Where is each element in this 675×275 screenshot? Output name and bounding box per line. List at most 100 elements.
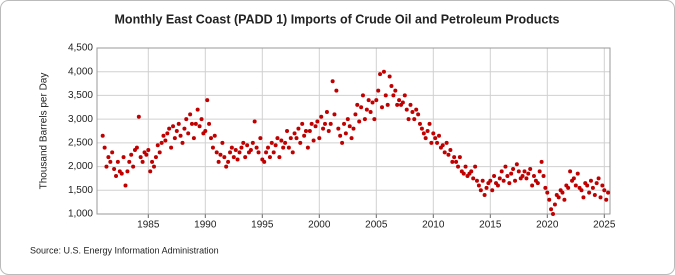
data-point [594, 181, 599, 186]
data-point [499, 169, 504, 174]
y-tick-label: 2,000 [68, 161, 93, 172]
data-point [421, 131, 426, 136]
y-tick-label: 2,500 [68, 137, 93, 148]
data-point [461, 171, 466, 176]
data-point [252, 119, 257, 124]
y-axis-title: Thousand Barrels per Day [39, 73, 50, 190]
data-point [273, 143, 278, 148]
data-point [171, 124, 176, 129]
x-tick-label: 2010 [422, 220, 445, 231]
data-point [497, 176, 502, 181]
data-point [167, 126, 172, 131]
data-point [298, 140, 303, 145]
data-point [359, 105, 364, 110]
x-tick-label: 2025 [593, 220, 616, 231]
y-tick-label: 1,000 [68, 209, 93, 220]
data-point [165, 131, 170, 136]
data-point [328, 121, 333, 126]
data-point [226, 159, 231, 164]
data-point [509, 171, 514, 176]
data-point [231, 155, 236, 160]
data-point [417, 121, 422, 126]
data-point [125, 169, 130, 174]
data-point [277, 155, 282, 160]
data-point [412, 117, 417, 122]
data-point [281, 145, 286, 150]
data-point [146, 147, 151, 152]
data-point [256, 150, 261, 155]
data-point [338, 133, 343, 138]
data-point [294, 136, 299, 141]
data-point [216, 159, 221, 164]
data-point [343, 131, 348, 136]
data-point [575, 171, 580, 176]
data-point [302, 133, 307, 138]
data-point [237, 150, 242, 155]
data-point [121, 155, 126, 160]
data-point [513, 178, 518, 183]
data-point [203, 129, 208, 133]
data-point [186, 131, 191, 136]
data-point [535, 181, 540, 186]
data-point [353, 112, 358, 117]
data-point [484, 185, 489, 190]
data-point [307, 129, 312, 133]
data-point [592, 193, 597, 198]
data-point [400, 100, 405, 105]
data-point [507, 181, 512, 186]
data-point [454, 159, 459, 164]
data-point [442, 150, 447, 155]
data-point [552, 202, 557, 207]
data-point [585, 183, 590, 188]
data-point [549, 207, 554, 212]
data-point [180, 140, 185, 145]
data-point [596, 176, 601, 181]
data-point [602, 188, 607, 193]
y-tick-label: 4,500 [68, 43, 93, 54]
plot-frame [96, 47, 611, 215]
data-point [292, 131, 297, 136]
data-point [286, 145, 291, 150]
data-point [241, 140, 246, 145]
data-point [267, 155, 272, 160]
data-point [334, 88, 339, 93]
data-point [123, 183, 128, 188]
data-point [410, 110, 415, 115]
data-point [100, 133, 105, 138]
data-point [495, 183, 500, 188]
data-point [199, 117, 204, 122]
data-point [450, 159, 455, 164]
data-point [579, 188, 584, 193]
data-point [129, 152, 134, 157]
data-point [340, 140, 345, 145]
data-point [159, 140, 164, 145]
data-point [319, 114, 324, 119]
data-point [503, 164, 508, 169]
data-point [456, 164, 461, 169]
data-point [516, 169, 521, 174]
x-tick-label: 1995 [251, 220, 274, 231]
data-point [174, 129, 179, 133]
source-note: Source: U.S. Energy Information Administ… [30, 245, 219, 255]
data-point [395, 102, 400, 107]
data-point [271, 150, 276, 155]
data-point [476, 183, 481, 188]
data-point [269, 140, 274, 145]
y-tick-label: 1,500 [68, 185, 93, 196]
data-point [469, 169, 474, 174]
data-point [119, 171, 124, 176]
data-point [433, 136, 438, 141]
data-point [537, 169, 542, 174]
data-point [514, 162, 519, 167]
data-point [571, 176, 576, 181]
data-point [528, 166, 533, 171]
data-point [152, 164, 156, 169]
data-point [452, 155, 457, 160]
data-point [360, 93, 365, 98]
data-point [134, 145, 139, 150]
data-point [172, 136, 177, 141]
data-point [368, 110, 373, 115]
data-point [317, 136, 322, 141]
data-point [478, 188, 483, 193]
